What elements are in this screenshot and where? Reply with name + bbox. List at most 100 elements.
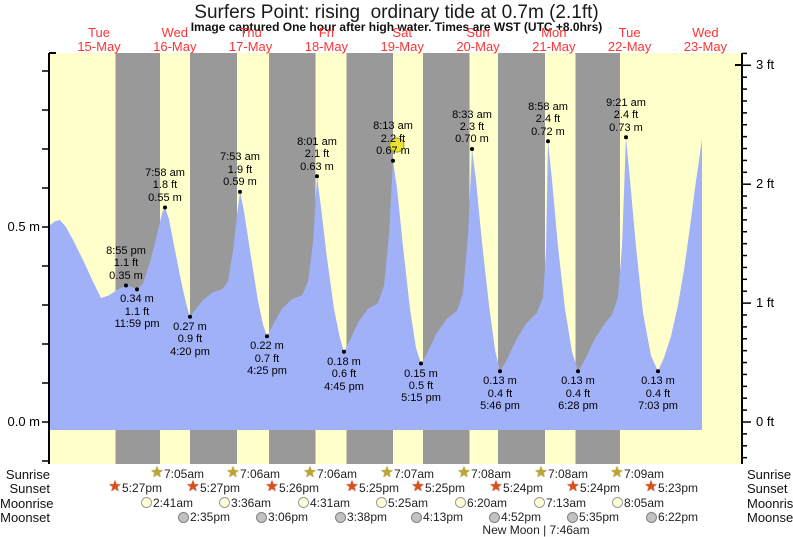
- high-tide-annotation: 8:58 am 2.4 ft 0.72 m: [528, 100, 568, 138]
- astro-row-label-right-sunset: Sunset: [747, 481, 788, 496]
- sunset-star-icon: ★: [186, 478, 200, 495]
- low-tide-annotation: 0.13 m 0.4 ft 5:46 pm: [480, 375, 520, 413]
- sunset-time: 5:27pm: [122, 481, 163, 495]
- moonset-icon: [566, 511, 578, 523]
- moonset-time: 5:35pm: [579, 510, 620, 524]
- moonrise-icon: [533, 497, 545, 508]
- astro-row-label-left-moonrise: Moonrise: [0, 495, 54, 511]
- sunrise-time: 7:08am: [548, 466, 589, 481]
- tide-extreme-dot: [624, 135, 628, 140]
- moonset-icon: [255, 511, 267, 523]
- sunrise-time: 7:09am: [624, 466, 665, 481]
- moonrise-time: 4:31am: [310, 495, 351, 510]
- day-label: Sat 19-May: [380, 25, 424, 54]
- sunset-time: 5:27pm: [200, 481, 241, 495]
- sunset-star-icon: ★: [108, 478, 122, 495]
- sunrise-star-icon: ★: [303, 463, 317, 481]
- moonrise-time: 6:20am: [467, 495, 508, 510]
- moonset-time: 3:06pm: [268, 510, 309, 524]
- moonrise-icon: [297, 497, 309, 508]
- tide-extreme-dot: [576, 369, 580, 374]
- sunrise-star-icon: ★: [150, 463, 164, 481]
- day-label: Thu 17-May: [228, 25, 273, 54]
- moonrise-time: 7:13am: [546, 495, 587, 510]
- astro-row-label-left-moonset: Moonset: [0, 510, 50, 525]
- sunset-star-icon: ★: [265, 478, 279, 495]
- tide-extreme-dot: [238, 189, 242, 194]
- moonset-icon: [645, 511, 657, 523]
- moonset-time: 4:13pm: [423, 510, 464, 524]
- high-tide-annotation: 7:53 am 1.9 ft 0.59 m: [220, 151, 260, 189]
- page-title: Surfers Point: rising ordinary tide at 0…: [194, 2, 599, 23]
- sunset-star-icon: ★: [345, 478, 359, 495]
- day-label: Wed 16-May: [153, 25, 197, 54]
- high-tide-annotation: 8:33 am 2.3 ft 0.70 m: [452, 108, 492, 146]
- moonrise-time: 5:25am: [388, 495, 429, 510]
- sunset-time: 5:24pm: [580, 481, 621, 495]
- sunrise-star-icon: ★: [226, 463, 240, 481]
- sunset-star-icon: ★: [566, 478, 580, 495]
- low-tide-annotation: 0.13 m 0.4 ft 6:28 pm: [558, 375, 598, 413]
- y-axis-left-label: 0.0 m: [7, 414, 40, 429]
- moonrise-icon: [454, 497, 466, 508]
- astro-row-label-right-sunrise: Sunrise: [747, 466, 792, 482]
- low-tide-annotation: 0.13 m 0.4 ft 7:03 pm: [638, 375, 678, 413]
- high-tide-annotation: 8:55 pm 1.1 ft 0.35 m: [106, 245, 146, 282]
- tide-extreme-dot: [546, 139, 550, 144]
- sunrise-star-icon: ★: [610, 463, 624, 481]
- moonset-time: 4:52pm: [501, 510, 542, 524]
- astro-row-label-left-sunrise: Sunrise: [5, 466, 50, 482]
- y-axis-right-label: 2 ft: [756, 176, 775, 192]
- moonset-icon: [410, 511, 422, 523]
- y-axis-right-label: 0 ft: [756, 414, 775, 429]
- tide-extreme-dot: [124, 283, 128, 288]
- moonrise-time: 8:05am: [624, 495, 665, 510]
- low-tide-annotation: 0.34 m 1.1 ft 11:59 pm: [114, 293, 160, 331]
- moonrise-time: 2:41am: [153, 495, 194, 510]
- y-axis-right-label: 3 ft: [756, 57, 775, 73]
- astro-row-label-left-sunset: Sunset: [9, 481, 50, 496]
- new-moon-note: New Moon | 7:46am: [482, 523, 590, 537]
- high-tide-annotation: 8:01 am 2.1 ft 0.63 m: [297, 135, 337, 173]
- day-label: Wed 23-May: [683, 25, 728, 54]
- low-tide-annotation: 0.15 m 0.5 ft 5:15 pm: [401, 367, 441, 405]
- astro-row-label-right-moonset: Moonset: [747, 510, 793, 525]
- moonset-icon: [334, 511, 346, 523]
- moonset-icon: [488, 511, 500, 523]
- tide-extreme-dot: [391, 158, 395, 163]
- sunrise-time: 7:06am: [240, 466, 281, 481]
- sunrise-star-icon: ★: [534, 463, 548, 481]
- current-tide-marker: [389, 137, 405, 153]
- low-tide-annotation: 0.27 m 0.9 ft 4:20 pm: [170, 320, 210, 358]
- moonrise-time: 3:36am: [231, 495, 272, 510]
- high-tide-annotation: 9:21 am 2.4 ft 0.73 m: [606, 96, 646, 134]
- tide-extreme-dot: [265, 334, 269, 339]
- sunset-star-icon: ★: [489, 478, 503, 495]
- moonrise-icon: [375, 497, 387, 508]
- tide-extreme-dot: [163, 205, 167, 210]
- low-tide-annotation: 0.18 m 0.6 ft 4:45 pm: [324, 355, 364, 393]
- sunrise-star-icon: ★: [457, 463, 471, 481]
- tide-extreme-dot: [656, 369, 660, 374]
- tide-extreme-dot: [342, 349, 346, 354]
- sunset-time: 5:25pm: [425, 481, 466, 495]
- tide-extreme-dot: [188, 314, 192, 319]
- moonrise-icon: [140, 497, 152, 508]
- sunrise-time: 7:07am: [394, 466, 435, 481]
- y-axis-left-label: 0.5 m: [7, 219, 40, 234]
- sunset-time: 5:23pm: [658, 481, 699, 495]
- moonset-time: 3:38pm: [347, 510, 388, 524]
- moonset-time: 2:35pm: [190, 510, 231, 524]
- tide-extreme-dot: [498, 369, 502, 374]
- tide-extreme-dot: [419, 361, 423, 366]
- moonrise-icon: [611, 497, 623, 508]
- day-label: Tue 15-May: [77, 25, 121, 54]
- moonrise-icon: [218, 497, 230, 508]
- day-label: Sun 20-May: [456, 25, 500, 54]
- high-tide-annotation: 8:13 am 2.2 ft 0.67 m: [373, 120, 413, 157]
- day-label: Mon 21-May: [532, 25, 576, 54]
- sunset-star-icon: ★: [411, 478, 425, 495]
- astro-row-label-right-moonrise: Moonrise: [747, 495, 793, 511]
